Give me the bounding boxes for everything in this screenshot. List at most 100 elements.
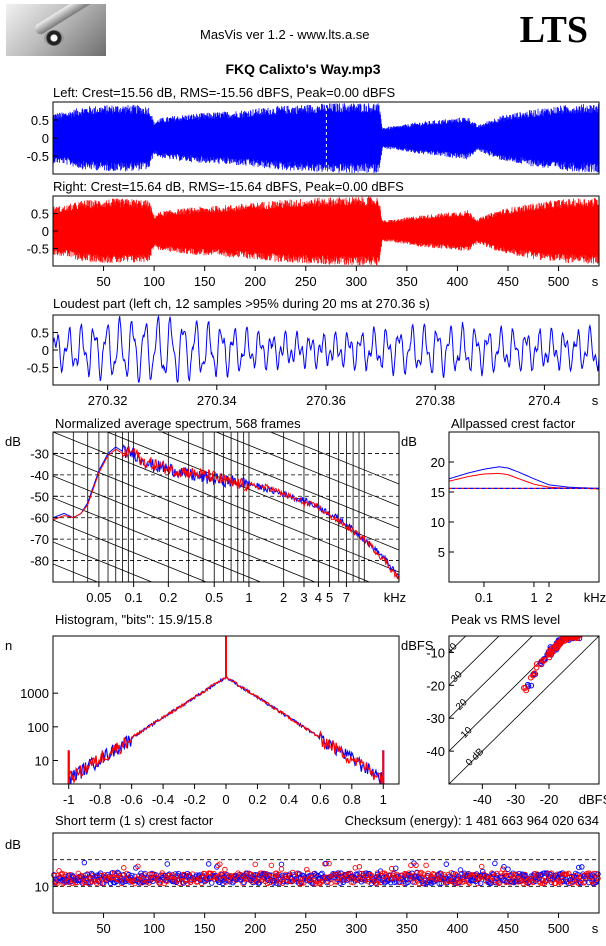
waveform-title: Right: Crest=15.64 dB, RMS=-15.64 dBFS, … [53, 179, 404, 194]
short-term-point [438, 871, 445, 877]
x-tick-label: 150 [194, 921, 216, 936]
spectrum-slope-line [53, 432, 399, 573]
spectrum-series-line [52, 446, 400, 581]
peak-rms-ylabel: dBFS [401, 638, 434, 653]
x-tick-label: 300 [345, 274, 367, 289]
x-tick-label: 3 [300, 590, 307, 605]
magnifier-photo-icon [6, 4, 106, 56]
x-tick-label: 50 [96, 274, 110, 289]
file-name: FKQ Calixto's Way.mp3 [225, 61, 381, 77]
peak-rms-title: Peak vs RMS level [451, 612, 560, 627]
x-tick-label: 0.2 [248, 792, 266, 807]
x-tick-label: 0.6 [311, 792, 329, 807]
short-term-point [591, 870, 597, 877]
y-tick-label: 0.5 [31, 207, 49, 222]
short-term-point [111, 870, 118, 876]
x-tick-label: -0.4 [152, 792, 174, 807]
spectrum-slope-line [53, 497, 262, 582]
x-unit-label: s [592, 393, 599, 408]
spectrum-slope-line [53, 475, 317, 582]
x-tick-label: 0 [222, 792, 229, 807]
peak-rms-point [533, 661, 540, 667]
x-tick-label: 0.5 [205, 590, 223, 605]
crest-diagonal [449, 636, 567, 752]
y-tick-label: 10 [35, 753, 49, 768]
y-tick-label: -50 [30, 489, 49, 504]
loudest-part-line [52, 315, 600, 383]
short-term-point [478, 863, 485, 870]
y-tick-label: 0 [42, 131, 49, 146]
x-tick-label: 350 [396, 274, 418, 289]
short-term-point [251, 872, 257, 879]
x-tick-label: 0.1 [125, 590, 143, 605]
x-unit-label: kHz [584, 590, 606, 605]
x-tick-label: -30 [506, 792, 525, 807]
x-tick-label: 400 [447, 921, 469, 936]
x-tick-label: 270.4 [528, 393, 561, 408]
x-tick-label: -40 [473, 792, 492, 807]
short-term-frame [52, 832, 600, 914]
x-tick-label: 1 [245, 590, 252, 605]
x-tick-label: 270.32 [88, 393, 128, 408]
y-tick-label: 100 [27, 720, 49, 735]
spectrum-series-line [52, 444, 400, 578]
spectrum-slope-line [53, 519, 208, 582]
short-term-point [431, 871, 437, 878]
brand-logo-text: LTS [519, 9, 588, 51]
short-term-point [492, 860, 498, 867]
peak-rms-point [546, 654, 553, 661]
y-tick-label: -70 [30, 532, 49, 547]
short-term-point [114, 869, 121, 876]
short-term-point [421, 880, 427, 887]
loudest-part-title: Loudest part (left ch, 12 samples >95% d… [53, 296, 430, 311]
y-tick-label: -20 [426, 678, 445, 693]
y-tick-label: 0 [42, 343, 49, 358]
short-term-point [240, 880, 246, 887]
short-term-point [205, 861, 212, 867]
peak-rms-point [522, 685, 529, 691]
peak-rms-point [577, 636, 584, 638]
short-term-point [157, 880, 163, 886]
short-term-point [501, 863, 507, 870]
short-term-point [522, 871, 528, 878]
peak-rms-point [550, 648, 557, 655]
spectrum-slope-line [269, 432, 399, 485]
short-term-point [443, 861, 450, 867]
histogram-series-line [68, 676, 384, 785]
short-term-point [81, 859, 88, 866]
x-tick-label: 300 [345, 921, 367, 936]
x-tick-label: 7 [343, 590, 350, 605]
x-tick-label: 150 [194, 274, 216, 289]
short-term-point [107, 880, 114, 887]
short-term-point [456, 879, 463, 885]
spectrum-slope-line [215, 432, 399, 507]
short-term-point [576, 864, 582, 871]
short-term-point [268, 862, 275, 869]
x-unit-label: kHz [384, 590, 406, 605]
crest-diagonal-label: 0 dB [464, 746, 487, 769]
waveform-title: Left: Crest=15.56 dB, RMS=-15.56 dBFS, P… [53, 85, 395, 100]
short-term-point [413, 862, 419, 869]
y-tick-label: -10 [426, 645, 445, 660]
y-tick-label: 1000 [20, 686, 49, 701]
x-tick-label: 270.34 [197, 393, 237, 408]
x-unit-label: dBFS [579, 792, 606, 807]
peak-rms-frame [448, 635, 600, 785]
crest-series-line [448, 466, 599, 489]
histogram-series-line [68, 677, 384, 785]
short-term-point [278, 861, 285, 868]
y-tick-label: 10 [431, 515, 445, 530]
short-term-point [208, 880, 215, 886]
short-term-point [457, 867, 464, 873]
peak-rms-point [523, 687, 530, 694]
spectrum-frame [52, 431, 400, 583]
short-term-point [113, 878, 120, 885]
short-term-point [142, 870, 148, 877]
short-term-point [222, 866, 228, 873]
short-term-point [217, 861, 223, 867]
histogram-title: Histogram, "bits": 15.9/15.8 [55, 612, 212, 627]
short-term-point [403, 871, 409, 878]
short-term-point [220, 871, 226, 878]
y-tick-label: -40 [426, 744, 445, 759]
